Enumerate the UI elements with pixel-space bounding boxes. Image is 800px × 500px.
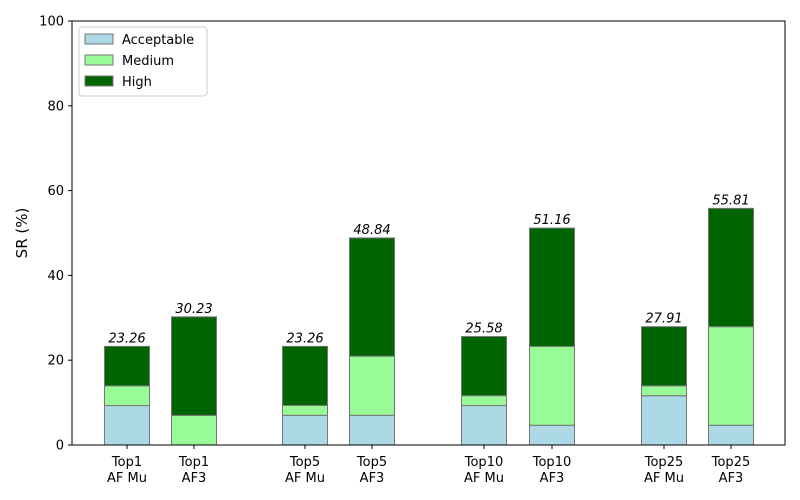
bar-medium-top5-af-mu [282,404,328,416]
bar-acceptable-top25-af3 [708,424,754,446]
y-tick-label-60: 60 [47,184,64,199]
legend-swatch-acceptable [84,33,114,45]
bar-high-top10-af3 [529,227,575,347]
x-tick-label-top5-af3: Top5 AF3 [356,455,387,486]
bar-medium-top25-af3 [708,326,754,426]
bar-acceptable-top25-af-mu [641,395,687,446]
legend-items: Acceptable Medium High [84,33,194,90]
bar-medium-top10-af3 [529,345,575,426]
y-axis-label: SR (%) [13,208,31,259]
bar-medium-top1-af3 [171,414,217,446]
bar-acceptable-top1-af-mu [104,405,150,446]
x-tick-label-top25-af-mu: Top25 AF Mu [644,455,684,486]
legend-swatch-high [84,75,114,87]
bar-medium-top10-af-mu [461,395,507,407]
total-label-top5-af-mu: 23.26 [286,331,323,346]
legend-label-high: High [122,75,152,90]
legend-label-medium: Medium [122,54,174,69]
total-label-top5-af3: 48.84 [353,223,390,238]
legend-item-acceptable: Acceptable [84,33,194,48]
bar-medium-top1-af-mu [104,385,150,407]
legend: Acceptable Medium High [78,26,208,97]
x-tick-label-top1-af-mu: Top1 AF Mu [107,455,147,486]
total-label-top10-af-mu: 25.58 [465,322,502,337]
total-label-top25-af3: 55.81 [712,193,749,208]
bar-medium-top5-af3 [349,355,395,416]
plot-frame [71,20,786,446]
y-tick-label-100: 100 [39,15,64,30]
legend-item-medium: Medium [84,54,174,69]
bar-high-top1-af3 [171,316,217,416]
bar-acceptable-top10-af-mu [461,405,507,446]
y-tick-label-80: 80 [47,99,64,114]
legend-item-high: High [84,75,152,90]
x-tick-label-top10-af-mu: Top10 AF Mu [464,455,504,486]
bar-acceptable-top5-af3 [349,414,395,446]
bars-layer [104,207,754,446]
x-tick-label-top10-af3: Top10 AF3 [532,455,571,486]
x-tick-label-top1-af3: Top1 AF3 [178,455,209,486]
x-axis: Top1 AF Mu Top1 AF3 Top5 AF Mu Top5 AF3 Top10 AF … [107,445,750,486]
x-tick-label-top25-af3: Top25 AF3 [711,455,750,486]
total-label-top25-af-mu: 27.91 [645,312,682,327]
legend-swatch-medium [84,54,114,66]
legend-label-acceptable: Acceptable [122,33,194,48]
total-label-top1-af-mu: 23.26 [108,331,145,346]
total-label-top10-af3: 51.16 [533,213,570,228]
bar-acceptable-top5-af-mu [282,414,328,446]
y-tick-label-0: 0 [56,439,64,454]
total-labels: 23.26 30.23 23.26 48.84 25.58 51.16 27.91 55.81 [108,193,749,346]
y-tick-label-20: 20 [47,354,64,369]
x-tick-label-top5-af-mu: Top5 AF Mu [285,455,325,486]
bar-acceptable-top10-af3 [529,424,575,446]
bar-high-top1-af-mu [104,345,150,387]
y-axis: 0 20 40 60 80 100 [39,15,72,454]
bar-high-top25-af-mu [641,326,687,387]
bar-high-top25-af3 [708,207,754,328]
bar-high-top5-af3 [349,237,395,357]
bar-medium-top25-af-mu [641,385,687,397]
y-tick-label-40: 40 [47,269,64,284]
bar-high-top10-af-mu [461,336,507,397]
bar-high-top5-af-mu [282,345,328,406]
total-label-top1-af3: 30.23 [175,302,212,317]
